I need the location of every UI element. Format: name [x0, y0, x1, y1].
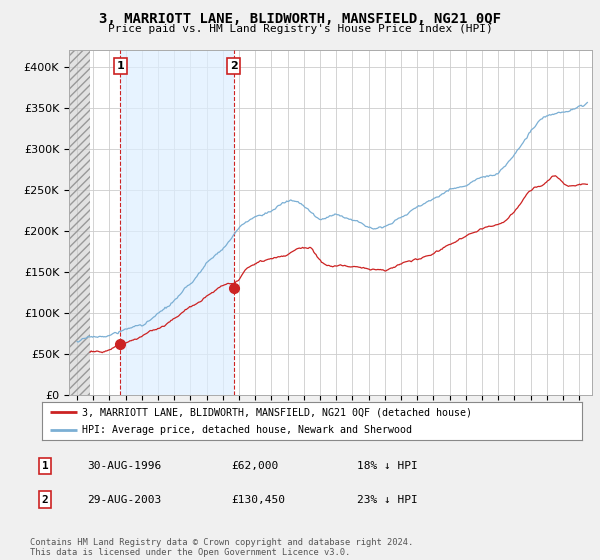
Bar: [69, 50, 90, 395]
Text: 18% ↓ HPI: 18% ↓ HPI: [357, 461, 418, 471]
Text: £62,000: £62,000: [231, 461, 278, 471]
Text: 30-AUG-1996: 30-AUG-1996: [87, 461, 161, 471]
Text: 2: 2: [41, 494, 49, 505]
Text: Price paid vs. HM Land Registry's House Price Index (HPI): Price paid vs. HM Land Registry's House …: [107, 24, 493, 34]
Text: 29-AUG-2003: 29-AUG-2003: [87, 494, 161, 505]
Text: £130,450: £130,450: [231, 494, 285, 505]
Text: 3, MARRIOTT LANE, BLIDWORTH, MANSFIELD, NG21 0QF (detached house): 3, MARRIOTT LANE, BLIDWORTH, MANSFIELD, …: [83, 407, 473, 417]
Text: 1: 1: [116, 60, 124, 71]
Text: 2: 2: [230, 60, 238, 71]
Text: 1: 1: [41, 461, 49, 471]
Text: HPI: Average price, detached house, Newark and Sherwood: HPI: Average price, detached house, Newa…: [83, 425, 413, 435]
Text: 23% ↓ HPI: 23% ↓ HPI: [357, 494, 418, 505]
Text: 3, MARRIOTT LANE, BLIDWORTH, MANSFIELD, NG21 0QF: 3, MARRIOTT LANE, BLIDWORTH, MANSFIELD, …: [99, 12, 501, 26]
Text: Contains HM Land Registry data © Crown copyright and database right 2024.
This d: Contains HM Land Registry data © Crown c…: [30, 538, 413, 557]
Bar: [121, 50, 234, 395]
Bar: [69, 50, 90, 395]
